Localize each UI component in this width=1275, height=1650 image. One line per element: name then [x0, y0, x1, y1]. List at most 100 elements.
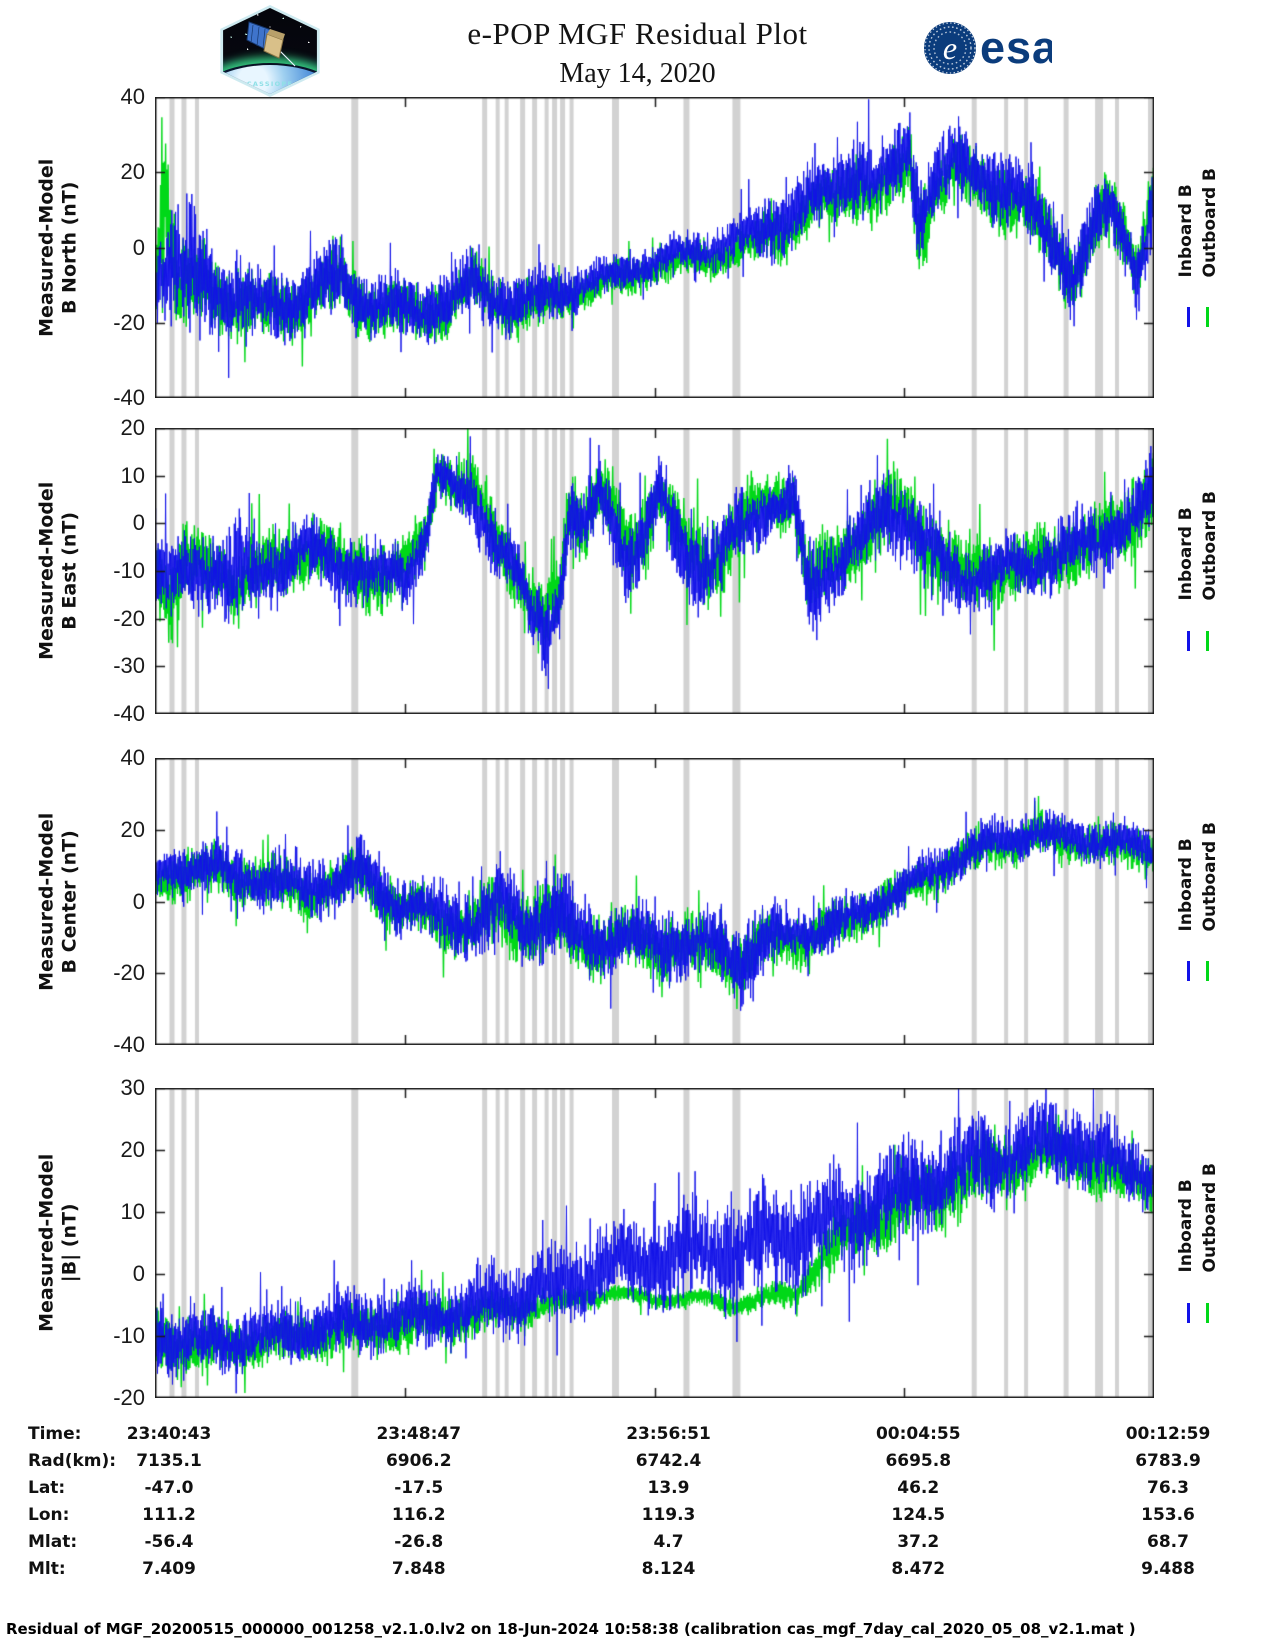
- panel-1-legend: Inboard B Outboard B: [1162, 97, 1234, 398]
- legend-label-inboard: Inboard B: [1176, 1179, 1196, 1273]
- info-cell: 13.9: [647, 1478, 690, 1498]
- legend-marker-inboard: [1187, 1302, 1190, 1323]
- esa-wordmark: esa: [980, 22, 1052, 73]
- info-cell: 37.2: [897, 1532, 940, 1552]
- legend-label-outboard: Outboard B: [1200, 491, 1220, 601]
- page-subtitle-date: May 14, 2020: [559, 58, 716, 89]
- y-tick-label: 0: [132, 888, 145, 914]
- info-cell: 4.7: [653, 1532, 684, 1552]
- header-title: e-POP MGF Residual Plot May 14, 2020: [0, 16, 1275, 90]
- info-cell: 119.3: [641, 1505, 696, 1525]
- y-tick-label: 0: [132, 234, 145, 260]
- info-cell: 8.472: [891, 1559, 946, 1579]
- y-tick-label: -20: [113, 605, 145, 631]
- info-cell: -56.4: [144, 1532, 194, 1552]
- y-axis-label: Measured-Model B North (nT): [26, 97, 90, 398]
- info-row-label: Time:: [28, 1424, 82, 1444]
- legend-marker-inboard: [1187, 630, 1190, 651]
- y-tick-label: -40: [113, 701, 145, 726]
- svg-text:e: e: [943, 30, 957, 66]
- legend-label-outboard: Outboard B: [1200, 821, 1220, 932]
- legend-markers: [1187, 961, 1209, 982]
- legend-labels: Inboard B Outboard B: [1176, 168, 1220, 277]
- info-cell: -26.8: [394, 1532, 444, 1552]
- info-cell: 116.2: [391, 1505, 446, 1525]
- info-cell: 153.6: [1141, 1505, 1195, 1525]
- info-cell: 00:04:55: [875, 1424, 961, 1444]
- legend-label-inboard: Inboard B: [1176, 507, 1196, 601]
- y-tick-label: 20: [120, 816, 145, 842]
- y-tick-label: -20: [113, 1385, 145, 1410]
- page-title: e-POP MGF Residual Plot: [467, 16, 808, 51]
- legend-marker-outboard: [1206, 630, 1209, 651]
- panel-2-plot-canvas: [155, 428, 1154, 714]
- panel-1-plot-canvas: [155, 97, 1154, 398]
- y-tick-label: -20: [113, 960, 145, 986]
- y-axis-label-text: Measured-Model |B| (nT): [35, 1153, 80, 1333]
- legend-labels: Inboard B Outboard B: [1176, 491, 1220, 600]
- info-cell: 23:40:43: [126, 1424, 212, 1444]
- y-tick-label: -40: [113, 385, 145, 410]
- y-tick-label: -10: [113, 558, 145, 583]
- legend-label-inboard: Inboard B: [1176, 838, 1196, 932]
- legend-markers: [1187, 630, 1209, 651]
- legend-label-outboard: Outboard B: [1200, 167, 1220, 278]
- patch-satellite-icon: [244, 21, 296, 67]
- y-tick-label: 0: [132, 1261, 145, 1286]
- info-cell: 111.2: [142, 1505, 196, 1525]
- info-row-label: Mlat:: [28, 1532, 78, 1552]
- panel-4-plot-canvas: [155, 1088, 1154, 1398]
- panel-3-plot-canvas: [155, 758, 1154, 1045]
- y-axis-label: Measured-Model B East (nT): [26, 428, 90, 714]
- legend-marker-outboard: [1206, 1302, 1209, 1323]
- info-cell: 6695.8: [885, 1451, 952, 1471]
- info-cell: 9.488: [1141, 1559, 1195, 1579]
- info-cell: 23:48:47: [376, 1424, 462, 1444]
- y-axis-label: Measured-Model B Center (nT): [26, 758, 90, 1045]
- info-cell: -17.5: [394, 1478, 444, 1498]
- info-cell: 6906.2: [385, 1451, 452, 1471]
- legend-marker-outboard: [1206, 307, 1209, 328]
- legend-markers: [1187, 307, 1209, 328]
- info-cell: 76.3: [1147, 1478, 1189, 1498]
- info-row-label: Mlt:: [28, 1559, 66, 1579]
- legend-marker-outboard: [1206, 961, 1209, 982]
- legend-marker-inboard: [1187, 961, 1190, 982]
- legend-markers: [1187, 1302, 1209, 1323]
- legend-labels: Inboard B Outboard B: [1176, 822, 1220, 931]
- info-row-label: Lon:: [28, 1505, 70, 1525]
- patch-label: CASSIOPE: [246, 79, 294, 88]
- info-cell: 124.5: [891, 1505, 946, 1525]
- esa-logo: e esa: [922, 18, 1057, 83]
- info-cell: 6742.4: [635, 1451, 702, 1471]
- y-tick-label: 40: [120, 745, 145, 770]
- y-tick-label: 10: [120, 1199, 145, 1224]
- y-tick-label: -40: [113, 1032, 145, 1057]
- y-tick-label: 20: [120, 415, 145, 440]
- info-cell: 7135.1: [136, 1451, 202, 1471]
- y-tick-label: 0: [132, 510, 145, 536]
- y-axis-label: Measured-Model |B| (nT): [26, 1088, 90, 1398]
- y-tick-label: 10: [120, 462, 145, 488]
- panel-2-legend: Inboard B Outboard B: [1162, 428, 1234, 714]
- panel-4-legend: Inboard B Outboard B: [1162, 1088, 1234, 1398]
- y-tick-label: 20: [120, 1137, 145, 1162]
- info-cell: 8.124: [641, 1559, 696, 1579]
- info-row-label: Lat:: [28, 1478, 66, 1498]
- legend-label-inboard: Inboard B: [1176, 184, 1196, 278]
- info-cell: -47.0: [144, 1478, 194, 1498]
- info-cell: 6783.9: [1135, 1451, 1201, 1471]
- y-axis-label-text: Measured-Model B Center (nT): [35, 812, 80, 991]
- legend-labels: Inboard B Outboard B: [1176, 1163, 1220, 1272]
- y-tick-label: 20: [120, 159, 145, 185]
- info-cell: 7.409: [142, 1559, 196, 1579]
- panel-3-legend: Inboard B Outboard B: [1162, 758, 1234, 1045]
- info-cell: 23:56:51: [626, 1424, 711, 1444]
- info-cell: 68.7: [1147, 1532, 1189, 1552]
- y-axis-label-text: Measured-Model B North (nT): [35, 158, 80, 337]
- esa-globe-icon: e: [924, 22, 976, 74]
- legend-marker-inboard: [1187, 307, 1190, 328]
- y-tick-label: 30: [120, 1075, 145, 1100]
- info-cell: 46.2: [897, 1478, 940, 1498]
